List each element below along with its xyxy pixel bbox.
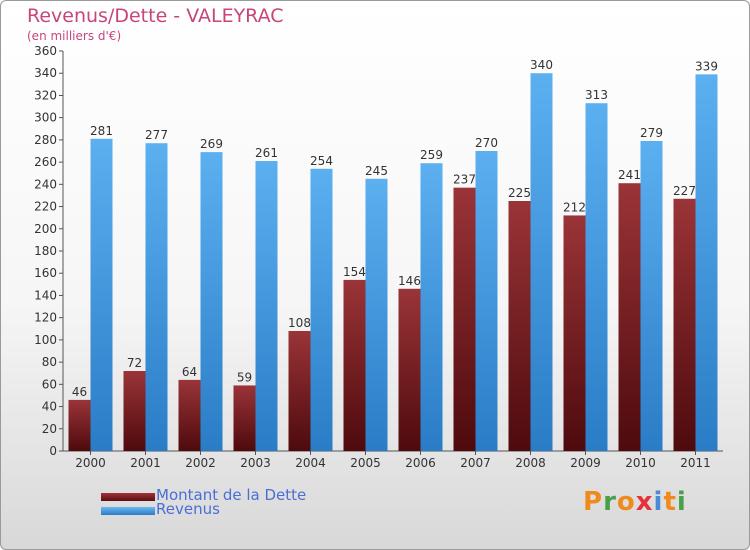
data-label-revenus: 261 [255, 146, 278, 160]
bar-dette [508, 201, 531, 451]
data-label-dette: 154 [343, 265, 366, 279]
data-label-dette: 64 [182, 365, 197, 379]
data-label-dette: 212 [563, 200, 586, 214]
y-tick-label: 340 [34, 66, 57, 80]
bar-dette [398, 288, 421, 451]
data-label-dette: 227 [673, 184, 696, 198]
chart-title: Revenus/Dette - VALEYRAC [27, 5, 284, 27]
y-tick-label: 180 [34, 244, 57, 258]
bar-revenus [310, 168, 333, 451]
x-tick-label: 2001 [130, 456, 161, 470]
y-tick-label: 0 [49, 444, 57, 458]
logo-letter: i [676, 487, 687, 517]
x-tick-label: 2010 [625, 456, 656, 470]
y-tick-label: 20 [42, 422, 57, 436]
y-tick-label: 140 [34, 288, 57, 302]
bar-revenus [585, 103, 608, 451]
data-label-dette: 241 [618, 168, 641, 182]
data-label-dette: 146 [398, 274, 421, 288]
data-label-revenus: 245 [365, 164, 388, 178]
bar-dette [343, 279, 366, 451]
bar-dette [68, 399, 91, 451]
bar-revenus [145, 143, 168, 451]
data-label-revenus: 270 [475, 136, 498, 150]
data-label-revenus: 269 [200, 137, 223, 151]
y-tick-label: 40 [42, 400, 57, 414]
data-label-revenus: 339 [695, 59, 718, 73]
logo-letter: P [583, 487, 604, 517]
bar-revenus [255, 161, 278, 451]
y-tick-label: 280 [34, 133, 57, 147]
x-tick-label: 2002 [185, 456, 216, 470]
logo-letter: r [603, 487, 617, 517]
logo-letter: t [663, 487, 677, 517]
bar-dette [453, 187, 476, 451]
bar-dette [618, 183, 641, 451]
y-tick-label: 360 [34, 44, 57, 58]
bar-dette [288, 331, 311, 451]
bar-dette [178, 379, 201, 451]
y-tick-label: 320 [34, 88, 57, 102]
x-tick-label: 2007 [460, 456, 491, 470]
bar-revenus [530, 73, 553, 451]
data-label-dette: 237 [453, 173, 476, 187]
bar-dette [673, 198, 696, 451]
x-tick-label: 2000 [75, 456, 106, 470]
x-tick-label: 2004 [295, 456, 326, 470]
bar-dette [563, 215, 586, 451]
data-label-revenus: 254 [310, 154, 333, 168]
bar-revenus [90, 138, 113, 451]
logo-letter: x [635, 487, 654, 517]
y-tick-label: 120 [34, 311, 57, 325]
x-tick-label: 2005 [350, 456, 381, 470]
legend-swatch-dette [101, 493, 155, 501]
legend-label-revenus: Revenus [156, 500, 220, 518]
data-label-dette: 108 [288, 316, 311, 330]
y-tick-label: 220 [34, 200, 57, 214]
data-label-revenus: 259 [420, 148, 443, 162]
bar-revenus [475, 151, 498, 451]
x-tick-label: 2006 [405, 456, 436, 470]
data-label-dette: 225 [508, 186, 531, 200]
y-tick-label: 100 [34, 333, 57, 347]
data-label-revenus: 281 [90, 124, 113, 138]
data-label-dette: 72 [127, 356, 142, 370]
bar-revenus [695, 74, 718, 451]
logo-letter: o [616, 487, 636, 517]
bar-revenus [420, 163, 443, 451]
y-tick-label: 80 [42, 355, 57, 369]
logo-letter: i [653, 487, 664, 517]
bar-revenus [365, 178, 388, 451]
data-label-dette: 46 [72, 385, 87, 399]
x-tick-label: 2008 [515, 456, 546, 470]
data-label-revenus: 313 [585, 88, 608, 102]
chart-unit-label: (en milliers d'€) [27, 29, 122, 43]
y-tick-label: 200 [34, 222, 57, 236]
bar-revenus [200, 152, 223, 451]
bar-dette [233, 385, 256, 451]
legend-swatch-revenus [101, 507, 155, 515]
x-tick-label: 2003 [240, 456, 271, 470]
y-tick-label: 240 [34, 177, 57, 191]
data-label-dette: 59 [237, 370, 252, 384]
x-tick-label: 2009 [570, 456, 601, 470]
x-tick-label: 2011 [680, 456, 711, 470]
y-tick-label: 300 [34, 111, 57, 125]
legend-label-dette: Montant de la Dette [156, 486, 307, 504]
bar-revenus [640, 141, 663, 451]
proxiti-logo: Proxiti [583, 487, 687, 517]
data-label-revenus: 340 [530, 58, 553, 72]
y-tick-label: 260 [34, 155, 57, 169]
data-label-revenus: 277 [145, 128, 168, 142]
bar-dette [123, 371, 146, 451]
y-tick-label: 60 [42, 377, 57, 391]
y-tick-label: 160 [34, 266, 57, 280]
data-label-revenus: 279 [640, 126, 663, 140]
